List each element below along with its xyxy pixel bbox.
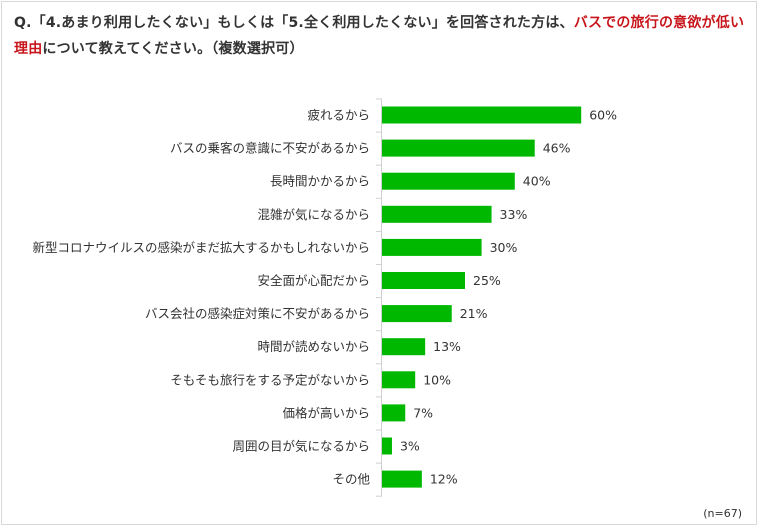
bar: [382, 272, 465, 289]
bar: [382, 338, 426, 356]
category-label: 新型コロナウイルスの感染がまだ拡大するかもしれないから: [32, 240, 370, 255]
category-label: そもそも旅行をする予定がないから: [170, 372, 370, 387]
sample-size-note: (n=67): [703, 507, 742, 520]
category-label: その他: [332, 472, 370, 487]
value-label: 10%: [423, 372, 451, 387]
bar: [382, 470, 422, 488]
category-label: 価格が高いから: [282, 405, 370, 420]
category-label: 疲れるから: [307, 108, 370, 123]
value-label: 12%: [430, 472, 458, 487]
value-label: 13%: [433, 339, 461, 354]
bar: [382, 404, 406, 422]
category-label: バス会社の感染症対策に不安があるから: [145, 306, 370, 321]
value-label: 21%: [460, 306, 488, 321]
bar: [382, 205, 492, 223]
bar: [382, 305, 452, 323]
title-text: Q.「4.あまり利用したくない」もしくは「5.全く利用したくない」を回答された方…: [14, 15, 574, 31]
bar: [382, 139, 535, 157]
bar: [382, 106, 582, 124]
bar: [382, 172, 515, 190]
title-highlight: バスでの旅行の意欲が低い理由: [14, 15, 745, 57]
bar: [382, 437, 392, 455]
value-label: 33%: [500, 207, 528, 222]
category-label: 安全面が心配だから: [257, 273, 370, 288]
value-label: 46%: [543, 141, 571, 156]
bar: [382, 371, 416, 389]
value-label: 3%: [400, 439, 420, 454]
chart-title: Q.「4.あまり利用したくない」もしくは「5.全く利用したくない」を回答された方…: [14, 10, 749, 62]
value-label: 30%: [490, 240, 518, 255]
value-label: 60%: [589, 108, 617, 123]
value-label: 40%: [523, 174, 551, 189]
bar: [382, 238, 482, 256]
category-label: 時間が読めないから: [257, 339, 370, 354]
category-label: 混雑が気になるから: [257, 207, 370, 222]
title-text-end: について教えてください。（複数選択可）: [42, 41, 304, 57]
category-label: 長時間かかるから: [270, 174, 370, 189]
value-label: 7%: [413, 405, 433, 420]
category-label: バスの乗客の意識に不安があるから: [170, 141, 370, 156]
category-label: 周囲の目が気になるから: [232, 439, 370, 454]
value-label: 25%: [473, 273, 501, 288]
